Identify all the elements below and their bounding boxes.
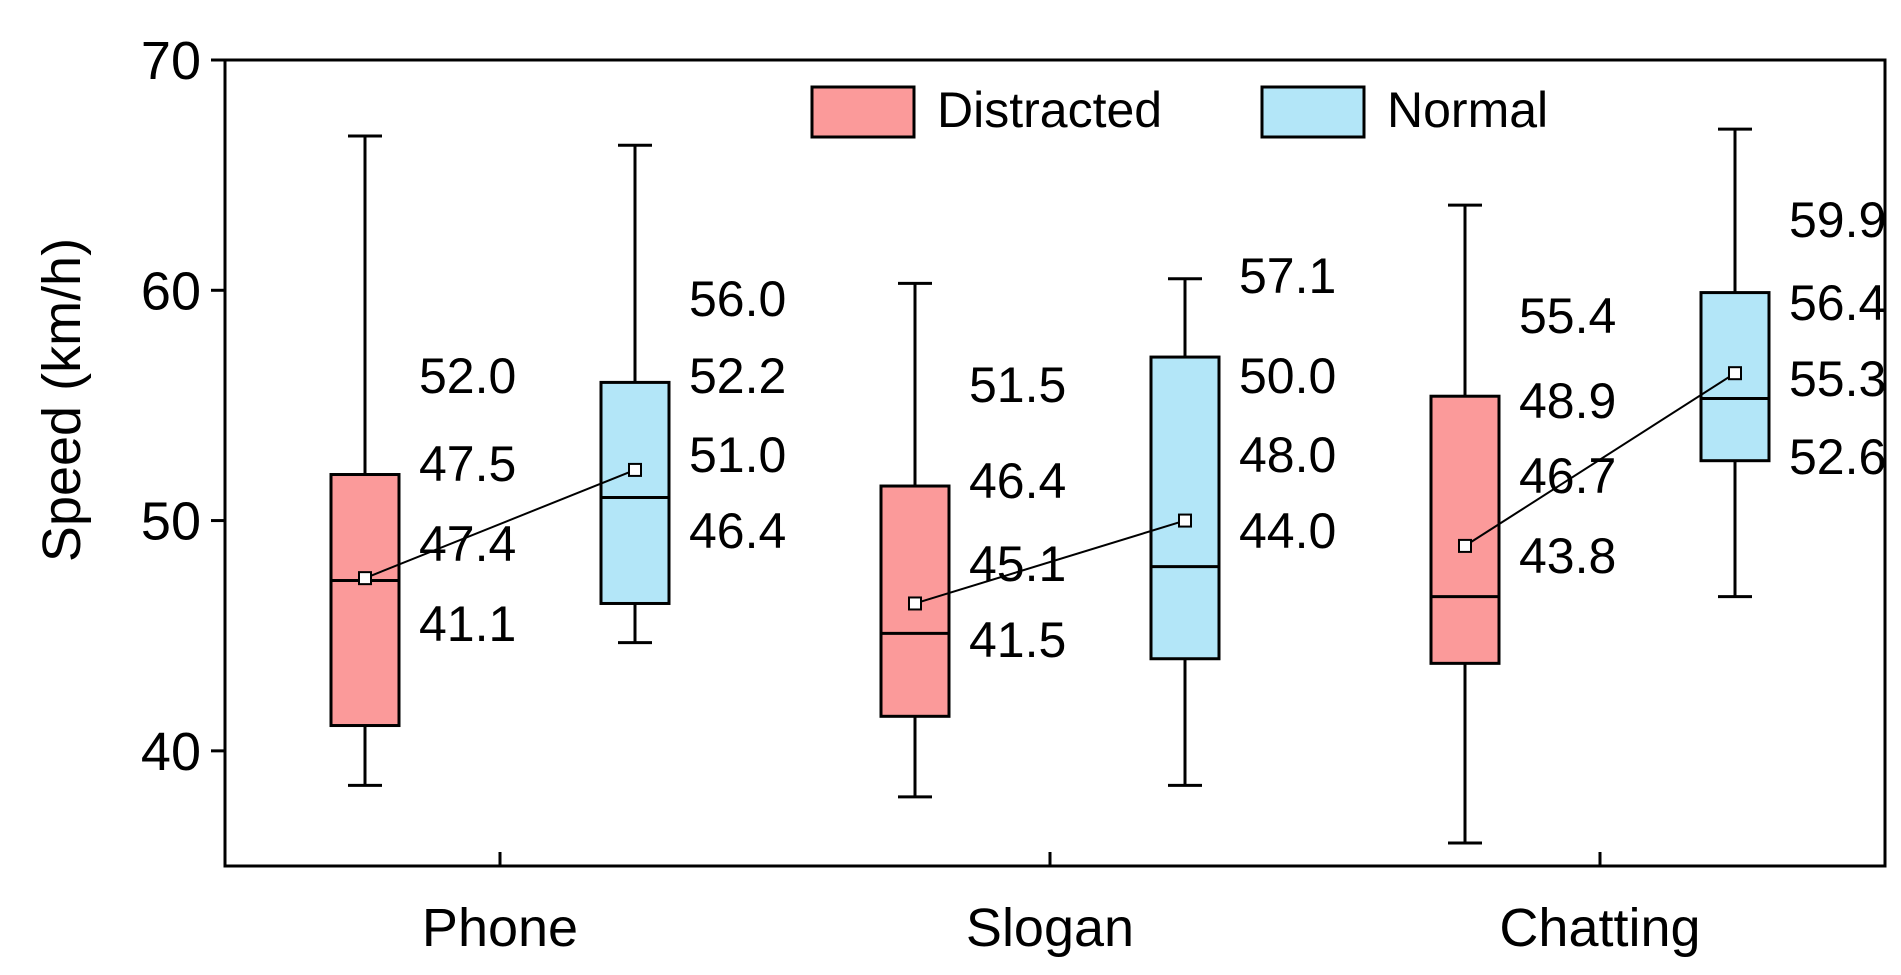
- plot-frame: [223, 58, 1887, 868]
- x-tick-label-phone: Phone: [422, 898, 578, 958]
- y-tick-label: 60: [141, 261, 201, 321]
- x-tick-label-chatting: Chatting: [1499, 898, 1700, 958]
- mean-marker: [1728, 366, 1742, 381]
- x-tick-label-slogan: Slogan: [966, 898, 1134, 958]
- box-normal-phone: [599, 143, 671, 645]
- iqr-box: [599, 380, 671, 605]
- mean-connector-lines: [358, 366, 1742, 611]
- data-label-median: 46.7: [1519, 448, 1616, 504]
- mean-marker: [908, 596, 922, 611]
- series-layer: [329, 127, 1771, 845]
- data-label-mean: 46.4: [969, 453, 1066, 509]
- data-label-q1: 46.4: [689, 503, 786, 559]
- data-label-q1: 44.0: [1239, 503, 1336, 559]
- mean-marker: [1178, 513, 1192, 528]
- y-axis-title: Speed (km/h): [32, 238, 92, 562]
- data-label-median: 51.0: [689, 427, 786, 483]
- box-normal-chatting: [1699, 127, 1771, 599]
- data-label-mean: 48.9: [1519, 373, 1616, 429]
- y-axis: 40 50 60 70: [141, 31, 225, 782]
- data-label-mean: 47.5: [419, 436, 516, 492]
- box-distracted-chatting: [1429, 203, 1501, 845]
- box-normal-slogan: [1149, 277, 1221, 787]
- legend-label: Normal: [1387, 82, 1548, 138]
- plot-border: [223, 58, 1887, 868]
- iqr-box: [1429, 394, 1501, 665]
- data-label-q3: 55.4: [1519, 288, 1616, 344]
- mean-marker: [628, 462, 642, 477]
- data-label-mean: 52.2: [689, 348, 786, 404]
- legend-item-distracted: Distracted: [810, 82, 1162, 139]
- legend: Distracted Normal: [810, 82, 1548, 139]
- data-label-q1: 43.8: [1519, 528, 1616, 584]
- data-label-mean: 50.0: [1239, 348, 1336, 404]
- mean-line-phone: [364, 468, 636, 580]
- legend-swatch: [810, 85, 916, 139]
- data-label-q3: 51.5: [969, 357, 1066, 413]
- value-labels: 52.0 47.5 47.4 41.1 51.5 46.4 45.1 41.5 55.4 48.9…: [419, 192, 1886, 668]
- data-label-q3: 59.9: [1789, 192, 1886, 248]
- y-tick-label: 50: [141, 492, 201, 552]
- mean-marker: [358, 571, 372, 586]
- data-label-q3: 57.1: [1239, 248, 1336, 304]
- data-label-median: 47.4: [419, 516, 516, 572]
- mean-marker: [1458, 538, 1472, 553]
- data-label-median: 48.0: [1239, 427, 1336, 483]
- box-distracted-phone: [329, 134, 401, 787]
- data-label-q1: 52.6: [1789, 429, 1886, 485]
- data-label-q1: 41.5: [969, 612, 1066, 668]
- x-axis: Phone Slogan Chatting: [422, 852, 1701, 958]
- data-label-q3: 52.0: [419, 348, 516, 404]
- iqr-box: [1149, 355, 1221, 661]
- legend-swatch: [1260, 85, 1366, 139]
- y-tick-label: 70: [141, 31, 201, 91]
- y-tick-label: 40: [141, 722, 201, 782]
- iqr-box: [329, 473, 401, 728]
- mean-line-slogan: [914, 519, 1186, 605]
- mean-line-chatting: [1464, 372, 1736, 547]
- data-label-q1: 41.1: [419, 596, 516, 652]
- box-distracted-slogan: [879, 281, 951, 799]
- data-label-median: 45.1: [969, 536, 1066, 592]
- data-label-median: 55.3: [1789, 351, 1886, 407]
- data-label-q3: 56.0: [689, 271, 786, 327]
- data-label-mean: 56.4: [1789, 275, 1886, 331]
- legend-item-normal: Normal: [1260, 82, 1548, 139]
- legend-label: Distracted: [937, 82, 1162, 138]
